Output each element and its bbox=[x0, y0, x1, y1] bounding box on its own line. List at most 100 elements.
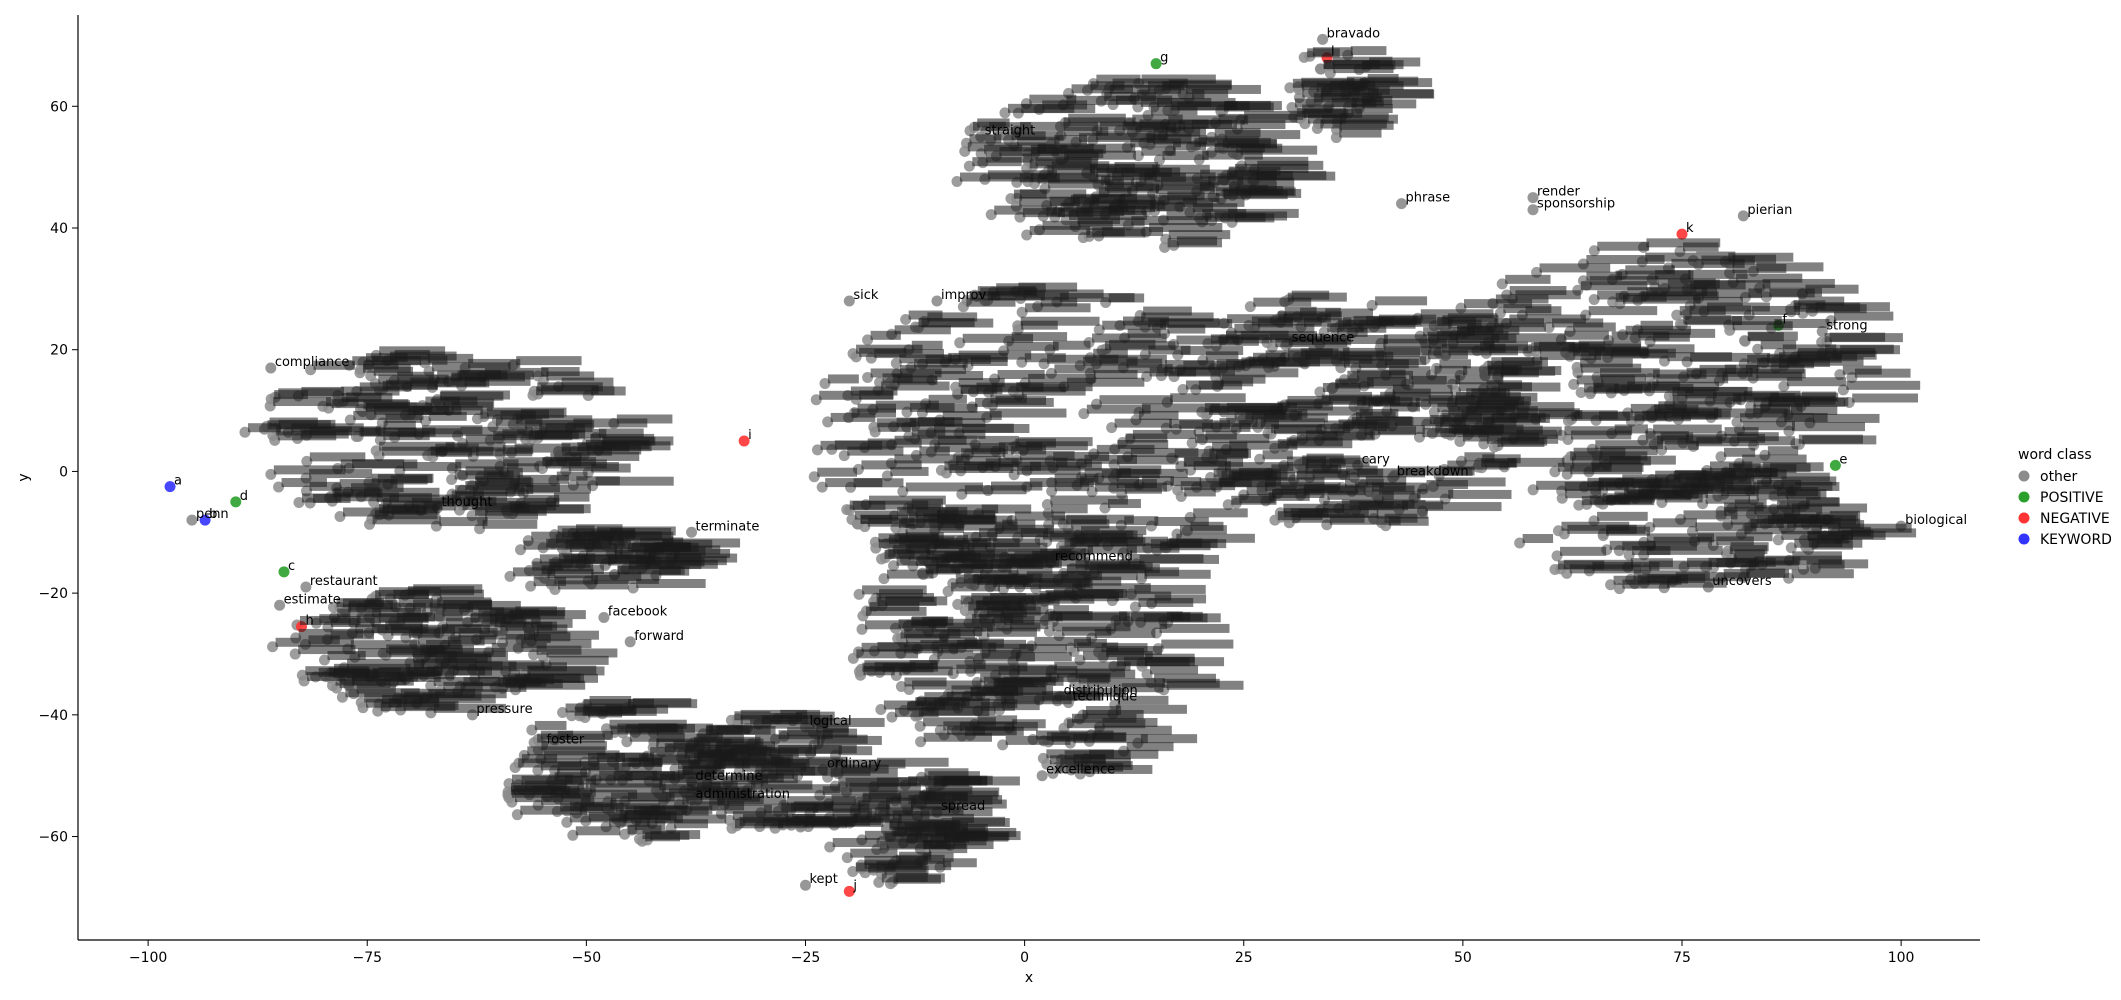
word-label-mark bbox=[1622, 579, 1670, 589]
word-label-mark bbox=[1458, 382, 1533, 392]
data-point bbox=[1568, 378, 1580, 390]
word-label-mark bbox=[1138, 597, 1194, 607]
word-label-mark bbox=[1162, 678, 1220, 688]
word-label-mark bbox=[1264, 477, 1325, 487]
word-label-mark bbox=[1402, 500, 1444, 510]
word-label-mark bbox=[845, 777, 899, 787]
word-label-mark bbox=[528, 666, 605, 676]
word-label-mark bbox=[1303, 108, 1363, 118]
word-label-mark bbox=[1071, 519, 1110, 529]
word-label-mark bbox=[955, 455, 1001, 465]
word-label-mark bbox=[940, 515, 997, 525]
word-label-mark bbox=[1080, 476, 1140, 486]
word-label-mark bbox=[1239, 420, 1279, 430]
word-label-mark bbox=[1790, 405, 1838, 415]
word-label-mark bbox=[1062, 626, 1112, 636]
x-tick-label: 0 bbox=[1020, 950, 1029, 966]
word-label-mark bbox=[1117, 695, 1169, 705]
word-label-mark bbox=[426, 639, 462, 649]
word-label-mark bbox=[614, 544, 657, 554]
word-label-mark bbox=[1552, 318, 1604, 328]
word-label-mark bbox=[1457, 401, 1530, 411]
word-label-mark bbox=[495, 417, 543, 427]
word-label-mark bbox=[1667, 352, 1733, 362]
word-label-mark bbox=[1647, 344, 1695, 354]
word-label-mark bbox=[732, 811, 789, 821]
word-label-mark bbox=[1730, 542, 1769, 552]
word-label-mark bbox=[1805, 284, 1859, 294]
data-point bbox=[269, 434, 281, 446]
word-label-mark bbox=[1501, 357, 1548, 367]
word-label-mark bbox=[1796, 350, 1877, 360]
word-label-mark bbox=[1320, 119, 1387, 129]
word-label-mark bbox=[1214, 128, 1261, 138]
word-label-mark bbox=[502, 445, 534, 455]
word-label-mark bbox=[1505, 274, 1551, 284]
word-label-mark bbox=[1055, 764, 1090, 774]
data-point bbox=[1021, 229, 1033, 241]
word-label-mark bbox=[1480, 341, 1528, 351]
word-label-mark bbox=[886, 569, 934, 579]
word-label: f bbox=[1782, 312, 1787, 327]
word-label-mark bbox=[1066, 377, 1145, 387]
word-label-mark bbox=[1678, 472, 1755, 482]
data-point-other bbox=[624, 636, 636, 648]
word-label-mark bbox=[1004, 692, 1061, 702]
word-label-mark bbox=[1248, 356, 1286, 366]
word-label-mark bbox=[1025, 303, 1091, 313]
word-label-mark bbox=[278, 388, 341, 398]
word-label-mark bbox=[1724, 427, 1759, 437]
word-label-mark bbox=[1263, 413, 1328, 423]
word-label-mark bbox=[397, 428, 462, 438]
word-label: j bbox=[852, 878, 857, 893]
data-point bbox=[1037, 752, 1049, 764]
word-label-mark bbox=[1447, 313, 1498, 323]
word-label-mark bbox=[515, 504, 584, 514]
word-label-mark bbox=[397, 371, 434, 381]
word-label-mark bbox=[1376, 509, 1428, 519]
word-label-mark bbox=[1652, 518, 1697, 528]
word-label-mark bbox=[944, 832, 1009, 842]
word-label-mark bbox=[1375, 296, 1428, 306]
data-point bbox=[1623, 549, 1635, 561]
word-label-mark bbox=[573, 418, 648, 428]
data-point bbox=[838, 450, 850, 462]
word-label-mark bbox=[1448, 489, 1512, 499]
word-label-mark bbox=[402, 462, 462, 472]
word-label-mark bbox=[677, 770, 725, 780]
word-label: strong bbox=[1826, 318, 1867, 333]
word-label-mark bbox=[816, 723, 849, 733]
word-label-mark bbox=[1297, 406, 1373, 416]
word-label-mark bbox=[1222, 138, 1277, 148]
word-label-mark bbox=[557, 580, 629, 590]
word-label-mark bbox=[1322, 334, 1388, 344]
word-label-mark bbox=[1046, 749, 1114, 759]
word-label-mark bbox=[456, 661, 517, 671]
word-label-mark bbox=[1130, 447, 1199, 457]
word-label-mark bbox=[298, 645, 356, 655]
word-label-mark bbox=[439, 517, 488, 527]
word-label-mark bbox=[577, 442, 652, 452]
word-label-mark bbox=[881, 381, 950, 391]
word-label-mark bbox=[1614, 383, 1694, 393]
word-label-mark bbox=[1833, 311, 1894, 321]
word-label-mark bbox=[1221, 374, 1266, 384]
data-point bbox=[549, 583, 561, 595]
word-label-mark bbox=[1283, 503, 1345, 513]
word-label-mark bbox=[1135, 181, 1215, 191]
word-label-mark bbox=[1083, 356, 1138, 366]
word-label: thought bbox=[441, 495, 492, 510]
word-label-mark bbox=[1504, 402, 1575, 412]
word-label-mark bbox=[588, 763, 662, 773]
word-label-mark bbox=[1439, 359, 1471, 369]
word-label-mark bbox=[1364, 426, 1417, 436]
data-point-positive bbox=[1829, 459, 1841, 471]
word-label-mark bbox=[1002, 519, 1036, 529]
word-label-mark bbox=[959, 172, 1034, 182]
x-tick-label: −75 bbox=[352, 950, 382, 966]
word-label-mark bbox=[1653, 369, 1707, 379]
word-label-mark bbox=[592, 538, 625, 548]
word-label-mark bbox=[364, 487, 440, 497]
word-label-mark bbox=[1154, 673, 1216, 683]
word-label-mark bbox=[1683, 510, 1738, 520]
